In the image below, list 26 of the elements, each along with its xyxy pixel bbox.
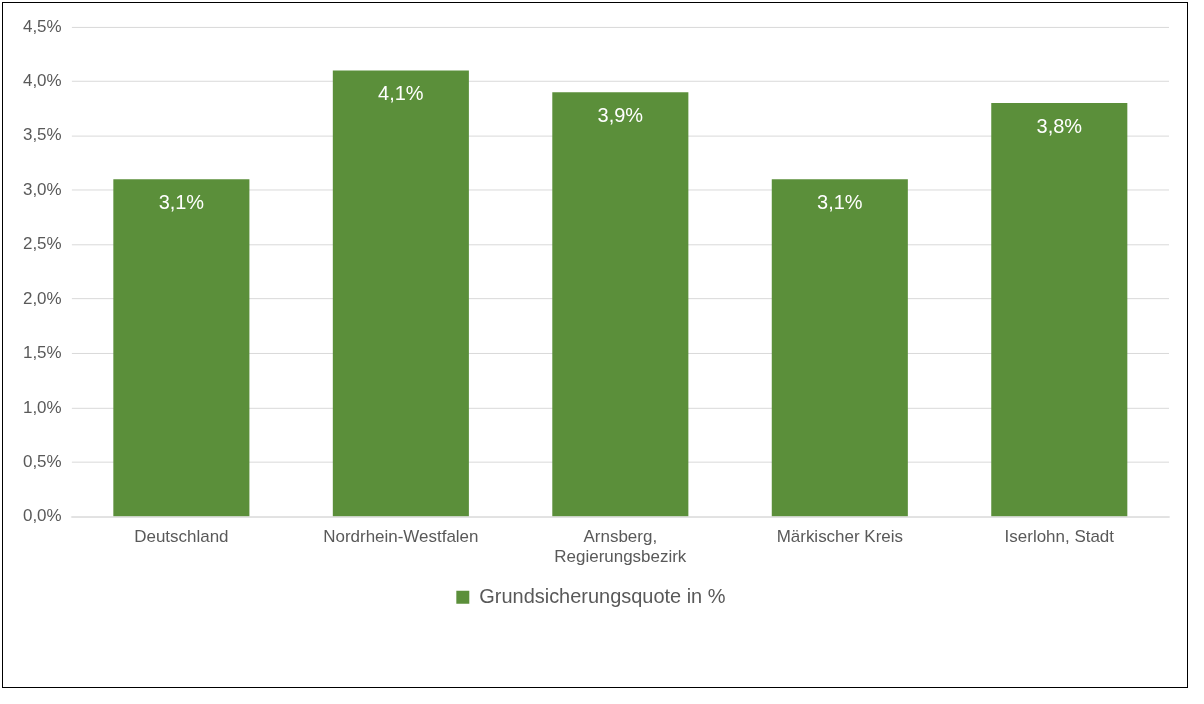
y-tick-label: 3,5% [22,125,62,145]
bar [771,179,908,517]
data-label: 3,1% [158,190,205,213]
y-tick-label: 1,0% [22,397,62,417]
y-tick-label: 4,0% [22,71,62,91]
x-tick-label: Iserlohn, Stadt [1004,526,1115,546]
bar [113,179,250,517]
bar [991,103,1128,517]
y-tick-label: 2,0% [22,288,62,308]
bar [332,70,469,517]
data-label: 3,1% [817,190,863,213]
data-label: 4,1% [378,81,424,104]
y-tick-label: 2,5% [22,234,62,254]
legend-label: Grundsicherungsquote in % [479,584,726,607]
x-tick-label: Arnsberg, Regierungsbezirk [554,526,687,566]
x-tick-label: Nordrhein-Westfalen [323,526,479,546]
data-label: 3,9% [597,103,644,126]
y-tick-label: 3,0% [22,179,62,199]
bar [552,92,689,517]
y-tick-label: 4,5% [22,16,62,36]
x-tick-label: Deutschland [134,526,229,546]
y-tick-label: 1,5% [22,343,62,363]
data-label: 3,8% [1036,114,1083,137]
y-tick-label: 0,5% [22,451,62,471]
y-tick-label: 0,0% [22,506,62,526]
x-tick-label: Märkischer Kreis [776,526,903,546]
